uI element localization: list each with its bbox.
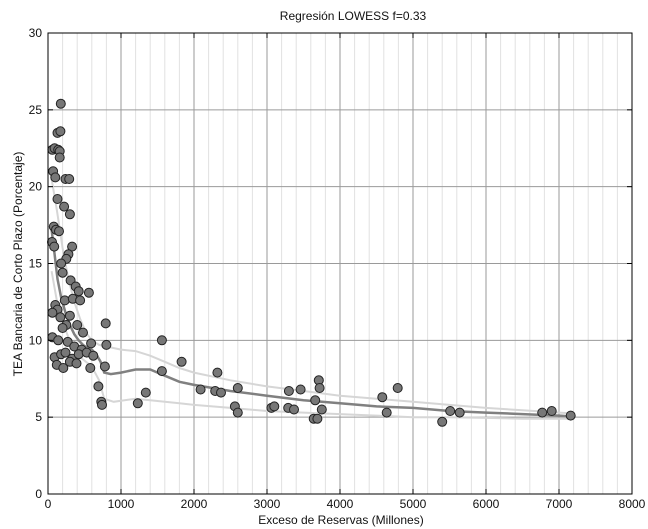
data-point [445,406,456,416]
data-point [85,363,96,373]
data-point [377,392,388,403]
data-point [314,383,325,393]
data-point [64,174,75,184]
data-point [381,407,392,418]
data-point [316,404,327,415]
data-point [57,267,68,278]
y-tick-label: 0 [35,487,42,501]
data-points [47,98,576,427]
data-point [310,395,321,406]
data-point [52,194,63,204]
y-tick-label: 20 [29,180,43,194]
x-tick-label: 0 [45,497,52,511]
data-point [232,407,243,418]
x-tick-label: 4000 [327,497,354,511]
lowess-upper-band [50,178,571,415]
x-tick-label: 7000 [546,497,573,511]
data-point [55,98,66,109]
data-point [72,320,83,330]
data-point [100,318,111,329]
data-point [50,172,61,183]
data-point [55,126,66,137]
data-point [269,401,280,412]
data-point [59,295,70,306]
x-tick-label: 3000 [254,497,281,511]
data-point [195,384,206,395]
data-point [140,387,151,398]
y-axis-label: TEA Bancaria de Corto Plazo (Porcentaje) [11,152,25,377]
data-point [78,327,88,338]
y-tick-label: 5 [35,410,42,424]
data-point [64,310,75,321]
data-point [565,410,576,421]
data-point [86,338,97,349]
y-tick-label: 25 [29,103,43,117]
data-point [47,307,58,318]
data-point [49,241,60,252]
data-point [232,383,243,393]
data-point [54,152,65,163]
data-point [60,347,71,358]
data-point [75,295,86,306]
x-tick-labels: 0 1000 2000 3000 4000 5000 6000 7000 8000 [45,497,646,511]
data-point [58,363,69,373]
data-point [83,287,94,298]
data-point [101,339,112,350]
data-point [93,381,104,392]
data-point [73,349,84,360]
x-tick-label: 8000 [619,497,646,511]
data-point [59,201,70,212]
y-tick-labels: 0 5 10 15 20 25 30 [29,26,43,501]
x-tick-label: 2000 [181,497,208,511]
y-tick-label: 30 [29,26,43,40]
data-point [73,286,84,297]
data-point [212,367,223,378]
data-point [295,384,306,395]
data-point [156,335,167,346]
data-point [156,366,167,377]
x-axis-label: Exceso de Reservas (Millones) [258,513,423,527]
data-point [392,383,403,393]
data-point [55,312,66,323]
x-tick-label: 5000 [400,497,427,511]
data-point [216,387,226,398]
data-point [64,209,75,220]
data-point [289,404,299,415]
data-point [99,361,110,372]
data-point [97,399,107,410]
x-tick-label: 1000 [108,497,135,511]
axis-ticks [47,32,633,495]
y-tick-label: 10 [29,333,43,347]
y-tick-label: 15 [29,257,43,271]
data-point [546,406,557,416]
data-point [54,226,64,237]
data-point [132,398,143,409]
data-point [88,350,99,361]
data-point [537,407,548,418]
data-point [312,413,323,424]
x-tick-label: 6000 [473,497,500,511]
data-point [71,358,82,369]
data-point [454,407,465,418]
data-point [56,258,67,269]
data-point [57,323,68,333]
data-point [176,356,187,367]
data-point [283,386,294,396]
data-point [53,335,64,346]
chart-title: Regresión LOWESS f=0.33 [280,9,427,23]
data-point [437,416,448,427]
